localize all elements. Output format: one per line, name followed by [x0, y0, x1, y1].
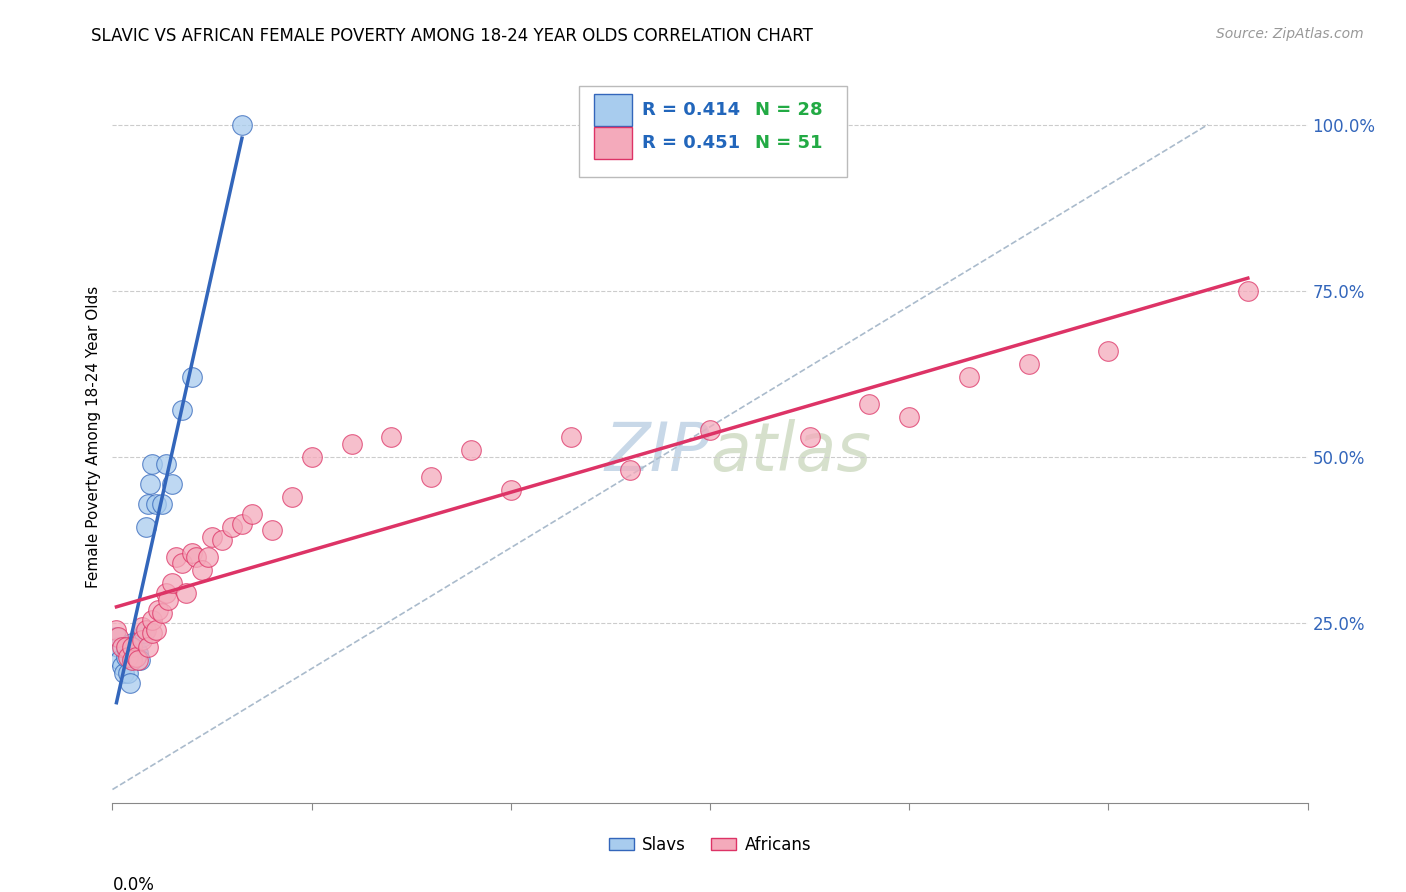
Point — [420, 470, 443, 484]
Point — [150, 607, 173, 621]
Text: atlas: atlas — [710, 418, 872, 484]
Point — [499, 483, 522, 498]
Text: ZIP: ZIP — [605, 418, 710, 484]
Point — [460, 443, 482, 458]
Point — [155, 457, 177, 471]
Point — [162, 476, 183, 491]
Point — [117, 649, 139, 664]
Point — [134, 626, 156, 640]
Text: 0.0%: 0.0% — [112, 876, 155, 892]
Point — [197, 549, 219, 564]
Text: SLAVIC VS AFRICAN FEMALE POVERTY AMONG 18-24 YEAR OLDS CORRELATION CHART: SLAVIC VS AFRICAN FEMALE POVERTY AMONG 1… — [91, 27, 813, 45]
FancyBboxPatch shape — [579, 86, 848, 178]
Point — [141, 626, 163, 640]
Point — [138, 497, 160, 511]
Point — [120, 676, 142, 690]
Point — [111, 659, 134, 673]
Point — [157, 593, 180, 607]
Point — [135, 623, 157, 637]
Text: N = 51: N = 51 — [755, 134, 823, 152]
Point — [172, 557, 194, 571]
Text: Source: ZipAtlas.com: Source: ZipAtlas.com — [1216, 27, 1364, 41]
Point — [560, 430, 582, 444]
Point — [139, 476, 162, 491]
Point — [115, 640, 138, 654]
Point — [145, 623, 167, 637]
Point — [201, 530, 224, 544]
Point — [150, 497, 173, 511]
Point — [898, 410, 921, 425]
Point — [110, 653, 132, 667]
Point — [141, 613, 163, 627]
Point — [380, 430, 402, 444]
Point — [174, 586, 197, 600]
Point — [138, 640, 160, 654]
Point — [129, 653, 152, 667]
Point — [121, 653, 143, 667]
Point — [1237, 284, 1260, 298]
Point — [121, 636, 143, 650]
Point — [799, 430, 821, 444]
Point — [957, 370, 980, 384]
Point — [281, 490, 304, 504]
Point — [619, 463, 641, 477]
Point — [240, 507, 263, 521]
Point — [231, 118, 253, 132]
Point — [105, 623, 128, 637]
Point — [191, 563, 214, 577]
Point — [135, 520, 157, 534]
Text: N = 28: N = 28 — [755, 101, 823, 120]
Point — [141, 457, 163, 471]
Point — [858, 397, 880, 411]
Point — [221, 520, 243, 534]
Point — [131, 619, 153, 633]
Point — [117, 666, 139, 681]
Legend: Slavs, Africans: Slavs, Africans — [602, 829, 818, 860]
Point — [231, 516, 253, 531]
Point — [1097, 343, 1119, 358]
Point — [115, 649, 138, 664]
Point — [172, 403, 194, 417]
Point — [181, 546, 204, 560]
Point — [155, 586, 177, 600]
Point — [107, 630, 129, 644]
Point — [186, 549, 208, 564]
Point — [131, 630, 153, 644]
Text: R = 0.451: R = 0.451 — [643, 134, 740, 152]
Point — [121, 640, 143, 654]
Point — [1018, 357, 1040, 371]
Point — [260, 523, 283, 537]
FancyBboxPatch shape — [595, 94, 633, 127]
Y-axis label: Female Poverty Among 18-24 Year Olds: Female Poverty Among 18-24 Year Olds — [86, 286, 101, 588]
Point — [121, 649, 143, 664]
Point — [301, 450, 323, 464]
Point — [131, 632, 153, 647]
Point — [124, 640, 146, 654]
Text: R = 0.414: R = 0.414 — [643, 101, 740, 120]
Point — [340, 436, 363, 450]
Point — [145, 497, 167, 511]
Point — [111, 640, 134, 654]
Point — [148, 603, 170, 617]
FancyBboxPatch shape — [595, 127, 633, 159]
Point — [181, 370, 204, 384]
Point — [127, 646, 149, 660]
Point — [115, 640, 138, 654]
Point — [699, 424, 721, 438]
Point — [114, 666, 135, 681]
Point — [125, 649, 148, 664]
Point — [165, 549, 187, 564]
Point — [162, 576, 183, 591]
Point — [125, 643, 148, 657]
Point — [211, 533, 233, 548]
Point — [107, 640, 129, 654]
Point — [127, 653, 149, 667]
Point — [105, 630, 128, 644]
